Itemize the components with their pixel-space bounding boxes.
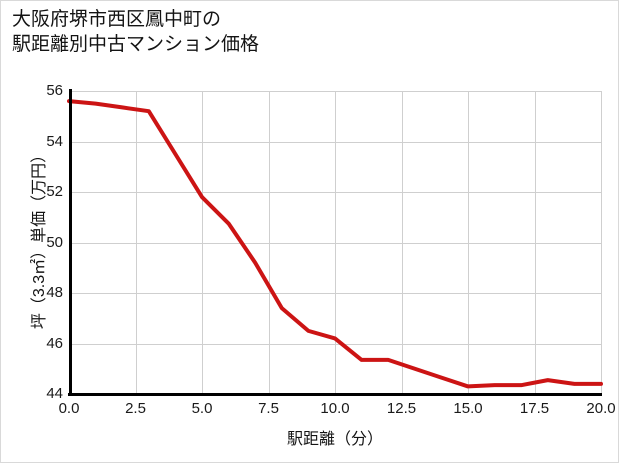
y-tick-label: 50 [46,233,63,251]
chart-title: 大阪府堺市西区鳳中町の 駅距離別中古マンション価格 [12,9,260,55]
gridline-vertical [601,91,602,394]
y-axis-tick-labels: 44 46 48 50 52 54 56 [1,82,63,402]
y-tick-label: 52 [46,183,63,200]
y-tick-label: 48 [46,284,63,301]
gridline-vertical [534,91,536,394]
y-tick-label: 44 [46,385,63,402]
plot-area [67,91,603,395]
gridline-vertical [202,91,203,394]
gridline-vertical [468,91,469,394]
x-tick-label: 5.0 [191,400,213,417]
price-line-series [67,99,603,389]
y-axis-spine [69,89,72,396]
data-line-svg [67,99,603,389]
x-tick-label: 7.5 [258,400,279,417]
x-tick-label: 17.5 [519,400,550,417]
gridline-vertical [268,91,270,394]
x-tick-label: 2.5 [125,400,146,417]
x-tick-label: 15.0 [453,400,483,417]
y-tick-label: 56 [46,82,63,99]
x-tick-label: 12.5 [386,400,417,417]
x-axis-tick-labels: 0.0 2.5 5.0 7.5 10.0 12.5 15.0 17.5 20.0 [59,400,616,422]
x-tick-label: 20.0 [586,400,616,417]
x-axis-spine [68,393,602,396]
gridline-vertical [135,91,137,394]
gridline-vertical [401,91,403,394]
x-axis-label: 駅距離（分） [286,431,383,448]
y-tick-label: 54 [46,132,63,150]
x-tick-label: 10.0 [320,400,350,417]
y-tick-label: 46 [46,334,63,352]
gridline-vertical [335,91,336,394]
x-tick-label: 0.0 [58,400,80,417]
